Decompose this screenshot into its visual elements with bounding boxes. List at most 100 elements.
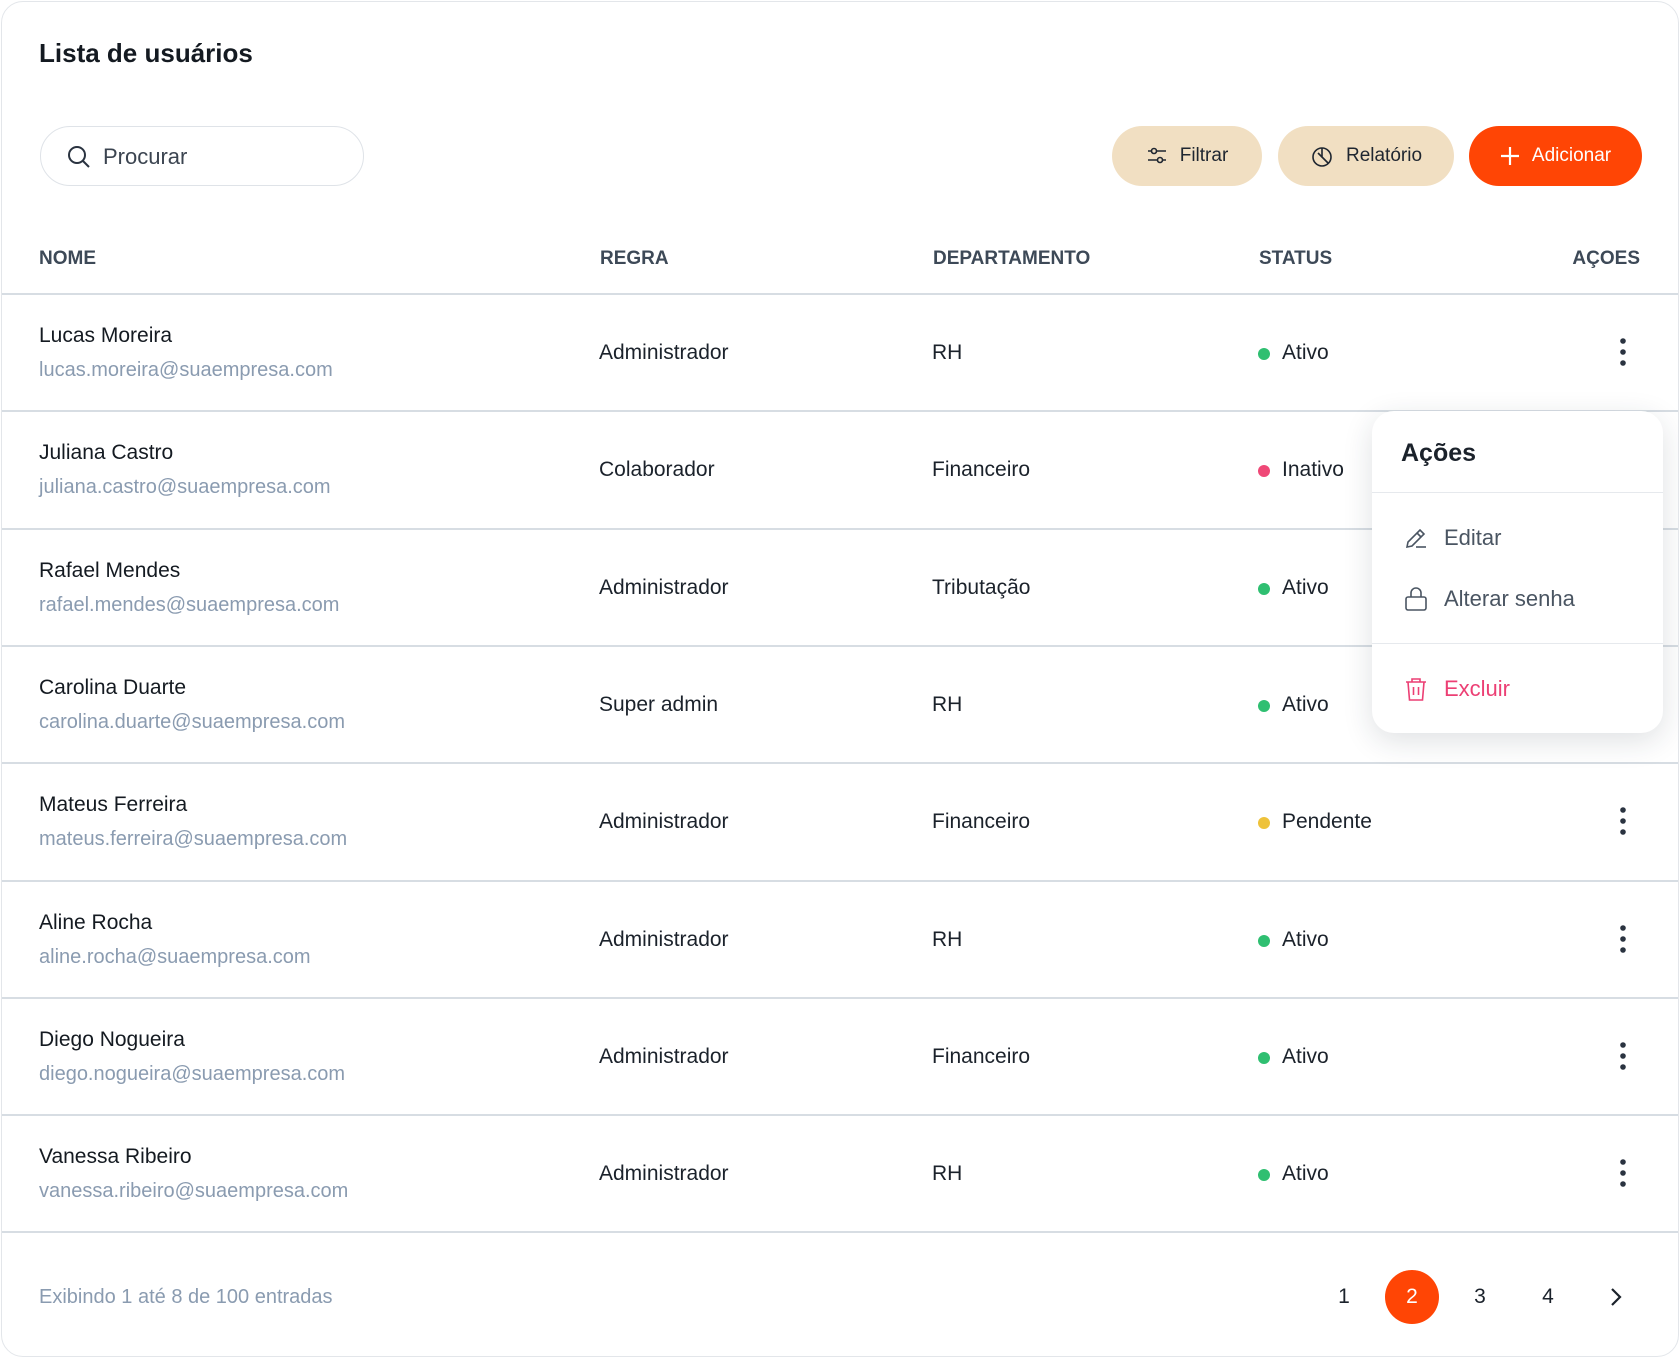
status-dot [1258,934,1270,947]
trash-icon [1406,678,1426,701]
user-department: RH [932,692,963,716]
filter-icon [1147,147,1166,164]
user-role: Administrador [599,1044,729,1068]
button-label: Adicionar [1531,145,1612,166]
user-email: rafael.mendes@suaempresa.com [39,593,340,616]
user-email: carolina.duarte@suaempresa.com [39,710,346,733]
user-email: aline.rocha@suaempresa.com [39,945,311,968]
menu-divider [1372,492,1663,493]
user-status: Ativo [1282,692,1329,716]
menu-item[interactable]: Alterar senha [1372,584,1663,616]
user-email: juliana.castro@suaempresa.com [39,476,331,499]
row-divider [2,527,1678,530]
menu-title: Ações [1401,439,1477,467]
status-dot [1258,817,1270,830]
status-dot [1258,582,1270,595]
toolbar-button[interactable]: Filtrar [1112,126,1262,186]
user-department: RH [932,927,963,951]
kebab-icon [1620,924,1626,953]
user-status: Ativo [1282,1044,1329,1068]
menu-item[interactable]: Excluir [1372,674,1663,706]
status-dot [1258,348,1270,360]
menu-item[interactable]: Editar [1372,523,1663,555]
user-email: lucas.moreira@suaempresa.com [39,359,333,381]
row-actions-button[interactable] [1613,1040,1633,1072]
user-name: Carolina Duarte [39,675,187,699]
user-email: vanessa.ribeiro@suaempresa.com [39,1180,349,1203]
menu-item-label: Excluir [1444,676,1511,701]
search-placeholder: Procurar [103,144,188,169]
kebab-icon [1620,807,1626,835]
row-actions-button[interactable] [1613,1157,1633,1189]
entries-summary: Exibindo 1 até 8 de 100 entradas [39,1286,333,1308]
user-name: Juliana Castro [39,441,174,465]
row-actions-button[interactable] [1613,336,1633,368]
user-role: Administrador [599,341,729,364]
user-email: mateus.ferreira@suaempresa.com [39,828,348,851]
user-status: Ativo [1282,575,1329,599]
page-button[interactable]: 2 [1385,1270,1439,1324]
edit-icon [1405,528,1426,549]
user-department: RH [932,1162,963,1186]
row-divider [2,879,1678,882]
user-name: Rafael Mendes [39,558,181,582]
kebab-icon [1620,1041,1626,1070]
user-role: Administrador [599,927,729,951]
user-department: Financeiro [932,458,1031,482]
user-role: Colaborador [599,458,715,482]
row-divider [2,644,1678,647]
column-header: NOME [39,248,96,269]
row-divider [2,996,1678,999]
button-label: Filtrar [1179,145,1229,166]
user-name: Diego Nogueira [39,1027,185,1051]
column-header: STATUS [1259,248,1333,269]
menu-divider [1372,643,1663,644]
next-page-button[interactable] [1588,1270,1642,1324]
user-department: Tributação [932,575,1031,599]
page-button[interactable]: 1 [1338,1285,1350,1308]
user-status: Pendente [1282,810,1372,834]
column-header: REGRA [600,248,669,269]
user-department: Financeiro [932,1044,1031,1068]
user-role: Administrador [599,810,729,834]
button-label: Relatório [1345,145,1423,166]
user-name: Lucas Moreira [39,324,173,347]
user-role: Super admin [599,692,719,716]
user-role: Administrador [599,1162,729,1186]
toolbar-button[interactable]: Adicionar [1469,126,1642,186]
search-input[interactable]: Procurar [40,126,364,186]
search-icon [68,146,90,168]
header-divider [2,293,1678,295]
user-status: Ativo [1282,927,1329,951]
user-status: Ativo [1282,341,1329,364]
column-header: AÇOES [1572,248,1640,269]
kebab-icon [1620,1159,1626,1187]
row-divider [2,1114,1678,1117]
status-dot [1258,1051,1270,1064]
row-divider [2,1231,1678,1234]
page-button[interactable]: 4 [1542,1285,1554,1308]
status-dot [1258,699,1270,712]
page-title: Lista de usuários [39,38,253,68]
row-actions-button[interactable] [1613,805,1633,837]
actions-menu: Ações Editar Alterar senha Excluir [1372,411,1663,733]
page-button[interactable]: 3 [1474,1285,1486,1308]
lock-icon [1405,587,1427,611]
user-name: Vanessa Ribeiro [39,1145,192,1169]
menu-item-label: Editar [1444,525,1502,550]
column-header: DEPARTAMENTO [933,248,1091,269]
chevron-icon [1611,1288,1622,1306]
user-email: diego.nogueira@suaempresa.com [39,1062,346,1085]
status-dot [1258,1169,1270,1182]
kebab-icon [1620,338,1626,366]
user-status: Inativo [1282,458,1344,482]
user-name: Aline Rocha [39,910,153,934]
toolbar-button[interactable]: Relatório [1278,126,1454,186]
report-icon [1312,147,1332,167]
user-name: Mateus Ferreira [39,793,188,817]
user-department: RH [932,341,963,364]
row-actions-button[interactable] [1613,923,1633,955]
status-dot [1258,465,1270,478]
plus-icon [1500,147,1519,165]
